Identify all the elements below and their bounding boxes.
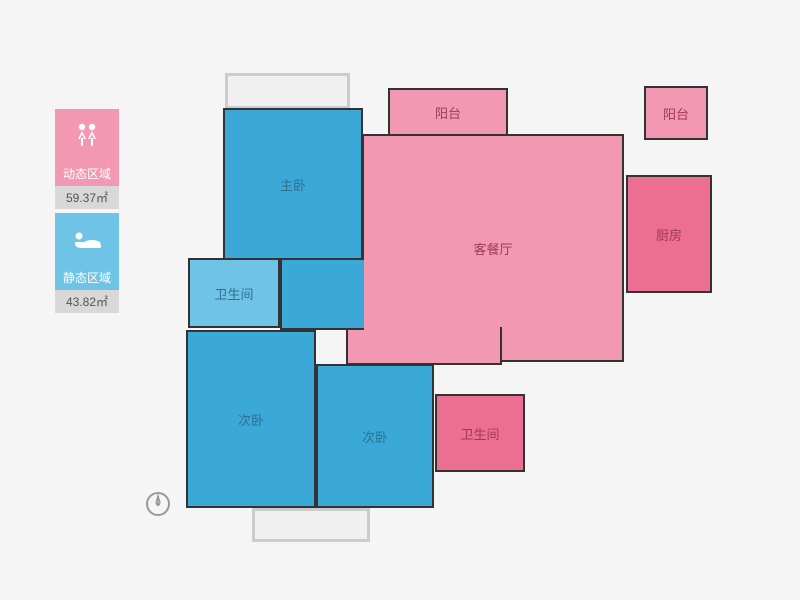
room-label-master-bed: 主卧 xyxy=(280,175,306,194)
room-second-bed-2: 次卧 xyxy=(316,364,434,508)
static-zone-icon xyxy=(55,213,119,265)
dynamic-zone-icon xyxy=(55,109,119,161)
room-bath-1: 卫生间 xyxy=(188,258,280,328)
balcony-bottom-frame xyxy=(252,508,370,542)
room-balcony-2: 阳台 xyxy=(644,86,708,140)
balcony-top-frame xyxy=(225,73,350,109)
room-master-bed: 主卧 xyxy=(223,108,363,260)
legend-dynamic-label: 动态区域 xyxy=(55,161,119,186)
legend-static-area: 43.82㎡ xyxy=(55,290,119,313)
room-kitchen: 厨房 xyxy=(626,175,712,293)
legend-dynamic-area: 59.37㎡ xyxy=(55,186,119,209)
legend-static-label: 静态区域 xyxy=(55,265,119,290)
legend-static: 静态区域 43.82㎡ xyxy=(55,213,119,313)
compass-icon xyxy=(144,490,172,518)
room-label-bath-2: 卫生间 xyxy=(460,424,499,443)
room-fill-1 xyxy=(280,258,364,330)
room-label-bath-1: 卫生间 xyxy=(214,284,253,303)
room-bath-2: 卫生间 xyxy=(435,394,525,472)
room-balcony-1: 阳台 xyxy=(388,88,508,136)
room-second-bed-1: 次卧 xyxy=(186,330,316,508)
room-label-balcony-2: 阳台 xyxy=(663,104,689,123)
room-label-second-bed-1: 次卧 xyxy=(238,410,264,429)
room-label-second-bed-2: 次卧 xyxy=(362,427,388,446)
room-label-balcony-1: 阳台 xyxy=(435,103,461,122)
room-label-kitchen: 厨房 xyxy=(656,225,682,244)
room-living-ext xyxy=(346,327,502,365)
legend-dynamic: 动态区域 59.37㎡ xyxy=(55,109,119,209)
room-label-living: 客餐厅 xyxy=(473,239,512,258)
